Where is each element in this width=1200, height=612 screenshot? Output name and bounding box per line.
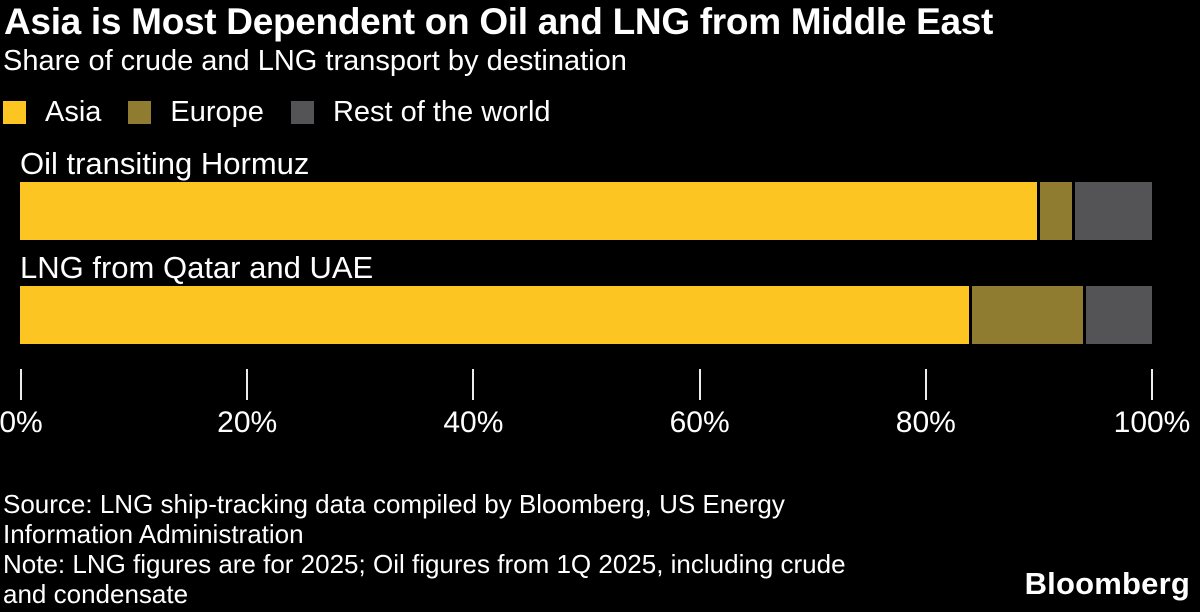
- bar-segment-rest-of-the-world: [1086, 286, 1152, 344]
- bar-label-oil-transiting-hormuz: Oil transiting Hormuz: [20, 146, 310, 181]
- stacked-bar-lng-from-qatar-and-uae: [20, 286, 1152, 344]
- axis-tick: [924, 369, 927, 400]
- chart-title: Asia is Most Dependent on Oil and LNG fr…: [4, 1, 994, 42]
- axis-tick: [698, 369, 701, 400]
- axis-tick-label: 0%: [0, 406, 43, 439]
- legend-label: Rest of the world: [332, 96, 551, 128]
- axis-tick: [20, 369, 22, 400]
- axis-tick: [246, 369, 249, 400]
- bar-segment-europe: [1039, 182, 1072, 240]
- chart-subtitle: Share of crude and LNG transport by dest…: [3, 45, 627, 77]
- note-line: Note: LNG figures are for 2025; Oil figu…: [3, 549, 846, 579]
- axis-tick-label: 100%: [1113, 406, 1191, 439]
- bar-segment-europe: [971, 286, 1084, 344]
- legend-item-asia: Asia: [3, 96, 101, 129]
- bar-segment-asia: [20, 286, 969, 344]
- legend-item-europe: Europe: [128, 96, 264, 129]
- legend-swatch-rest-of-the-world: [290, 101, 314, 124]
- axis-tick-label: 20%: [217, 406, 278, 439]
- footer: Source: LNG ship-tracking data compiled …: [3, 489, 846, 609]
- axis-tick-label: 40%: [443, 406, 504, 439]
- legend-label: Europe: [170, 96, 264, 128]
- bar-segment-asia: [20, 182, 1037, 240]
- legend-swatch-europe: [128, 101, 152, 124]
- source-line: Information Administration: [3, 519, 304, 549]
- axis-tick-label: 80%: [895, 406, 956, 439]
- stacked-bar-oil-transiting-hormuz: [20, 182, 1152, 240]
- axis-tick: [472, 369, 475, 400]
- legend: Asia Europe Rest of the world: [3, 96, 578, 129]
- legend-item-rest-of-the-world: Rest of the world: [290, 96, 551, 129]
- axis-tick: [1151, 369, 1153, 400]
- x-axis: 0% 20% 40% 60% 80% 100%: [0, 369, 1190, 444]
- bar-segment-rest-of-the-world: [1074, 182, 1152, 240]
- legend-swatch-asia: [3, 101, 26, 124]
- bar-label-lng-from-qatar-and-uae: LNG from Qatar and UAE: [20, 250, 374, 285]
- plot-area: Oil transiting Hormuz LNG from Qatar and …: [20, 146, 1152, 344]
- axis-tick-label: 60%: [669, 406, 730, 439]
- legend-label: Asia: [45, 96, 102, 128]
- source-line: Source: LNG ship-tracking data compiled …: [3, 489, 785, 519]
- bloomberg-logo: Bloomberg: [1024, 566, 1190, 601]
- note-line: and condensate: [3, 579, 189, 609]
